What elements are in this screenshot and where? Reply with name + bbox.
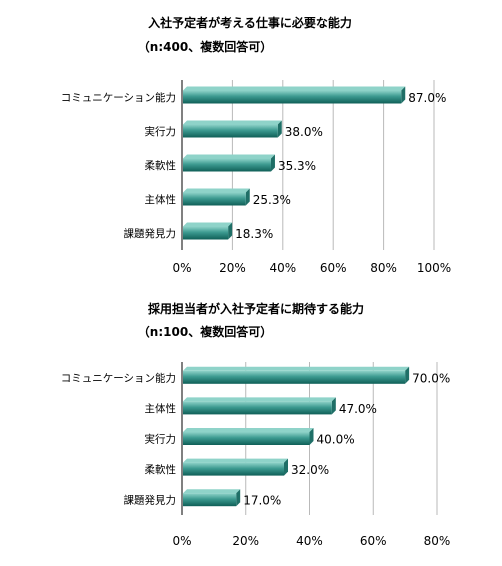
category-label: コミュニケーション能力	[61, 371, 176, 384]
bar-side-face	[309, 428, 314, 445]
data-label: 25.3%	[253, 193, 291, 207]
bar	[183, 192, 246, 206]
bar	[183, 226, 229, 240]
x-tick-label: 40%	[296, 534, 323, 548]
bar-top-face	[183, 458, 288, 463]
bar	[183, 90, 402, 104]
data-label: 70.0%	[412, 371, 450, 385]
bar-side-face	[284, 458, 288, 476]
category-label: 柔軟性	[145, 463, 177, 476]
bar	[183, 432, 310, 445]
bar-top-face	[183, 366, 410, 371]
bar-side-face	[270, 154, 275, 172]
x-tick-label: 20%	[219, 261, 246, 275]
x-tick-label: 0%	[172, 261, 191, 275]
bar-top-face	[183, 154, 275, 159]
bar-side-face	[405, 366, 410, 384]
bar-top-face	[183, 489, 241, 494]
x-tick-label: 0%	[172, 534, 191, 548]
bar	[183, 401, 332, 415]
data-label: 17.0%	[243, 494, 281, 508]
category-label: 実行力	[145, 433, 177, 446]
data-label: 47.0%	[339, 402, 377, 416]
data-label: 38.0%	[285, 125, 323, 139]
category-label: コミュニケーション能力	[61, 91, 176, 104]
chart2-subtitle: （n:100、複数回答可）	[138, 324, 272, 339]
bar	[183, 493, 237, 507]
bar-side-face	[277, 120, 282, 138]
chart1-plot: 0% 20% 40% 60% 80% 100% コミュニケーション能力 87.0% 実行力 38.…	[61, 80, 451, 275]
category-label: 柔軟性	[145, 159, 177, 172]
x-tick-label: 80%	[424, 534, 451, 548]
category-label: 主体性	[145, 402, 177, 415]
bar-top-face	[183, 222, 233, 227]
chart1-subtitle: （n:400、複数回答可）	[138, 39, 272, 54]
bar-top-face	[183, 120, 282, 125]
bar-side-face	[331, 397, 336, 415]
bar-side-face	[245, 188, 250, 206]
data-label: 40.0%	[317, 433, 355, 447]
data-label: 35.3%	[278, 159, 316, 173]
data-label: 18.3%	[235, 227, 273, 241]
x-tick-label: 100%	[417, 261, 451, 275]
category-label: 課題発見力	[124, 494, 177, 507]
data-label: 87.0%	[408, 91, 446, 105]
chart2-plot: 0% 20% 40% 60% 80% コミュニケーション能力 70.0% 主体性 47.0% 実行…	[61, 362, 451, 548]
bar	[183, 370, 406, 384]
x-tick-label: 60%	[320, 261, 347, 275]
category-label: 課題発見力	[124, 227, 177, 240]
bar-top-face	[183, 428, 314, 432]
bar-side-face	[401, 86, 406, 104]
bar-side-face	[228, 222, 233, 240]
x-tick-label: 80%	[370, 261, 397, 275]
bar	[183, 124, 278, 138]
bar-top-face	[183, 86, 406, 91]
bar	[183, 158, 271, 172]
category-label: 実行力	[145, 125, 177, 138]
chart2-title: 採用担当者が入社予定者に期待する能力	[148, 301, 364, 316]
data-label: 32.0%	[291, 463, 329, 477]
bar	[183, 462, 284, 476]
bar-side-face	[236, 489, 241, 507]
bar-top-face	[183, 188, 250, 193]
x-tick-label: 20%	[232, 534, 259, 548]
x-tick-label: 60%	[360, 534, 387, 548]
x-tick-label: 40%	[269, 261, 296, 275]
chart1-title: 入社予定者が考える仕事に必要な能力	[148, 15, 352, 30]
category-label: 主体性	[145, 193, 177, 206]
bar-top-face	[183, 397, 336, 402]
